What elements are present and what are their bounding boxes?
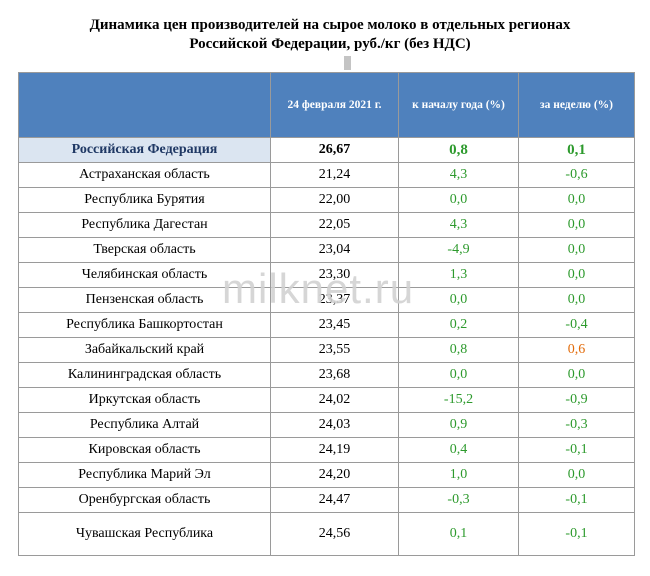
region-cell: Астраханская область bbox=[18, 162, 271, 188]
header-price: 24 февраля 2021 г. bbox=[270, 72, 399, 138]
table-row: Забайкальский край 23,55 0,8 0,6 bbox=[18, 337, 635, 363]
region-cell: Иркутская область bbox=[18, 387, 271, 413]
region-cell: Республика Дагестан bbox=[18, 212, 271, 238]
week-change-cell: -0,9 bbox=[518, 387, 635, 413]
table-row: Республика Алтай 24,03 0,9 -0,3 bbox=[18, 412, 635, 438]
table-row: Российская Федерация 26,67 0,8 0,1 bbox=[18, 137, 635, 163]
week-change-cell: 0,0 bbox=[518, 462, 635, 488]
week-change-cell: -0,4 bbox=[518, 312, 635, 338]
table-row: Челябинская область 23,30 1,3 0,0 bbox=[18, 262, 635, 288]
table-row: Республика Марий Эл 24,20 1,0 0,0 bbox=[18, 462, 635, 488]
price-cell: 23,68 bbox=[270, 362, 399, 388]
week-change-cell: -0,1 bbox=[518, 487, 635, 513]
region-cell: Чувашская Республика bbox=[18, 512, 271, 556]
region-cell: Республика Башкортостан bbox=[18, 312, 271, 338]
price-cell: 21,24 bbox=[270, 162, 399, 188]
ytd-change-cell: 1,0 bbox=[398, 462, 519, 488]
ytd-change-cell: 0,9 bbox=[398, 412, 519, 438]
table-row: Республика Башкортостан 23,45 0,2 -0,4 bbox=[18, 312, 635, 338]
region-cell: Калининградская область bbox=[18, 362, 271, 388]
week-change-cell: 0,1 bbox=[518, 137, 635, 163]
price-cell: 23,55 bbox=[270, 337, 399, 363]
week-change-cell: -0,6 bbox=[518, 162, 635, 188]
ytd-change-cell: -15,2 bbox=[398, 387, 519, 413]
header-week: за неделю (%) bbox=[518, 72, 635, 138]
table-row: Чувашская Республика 24,56 0,1 -0,1 bbox=[18, 512, 635, 556]
table-row: Республика Бурятия 22,00 0,0 0,0 bbox=[18, 187, 635, 213]
price-cell: 23,45 bbox=[270, 312, 399, 338]
week-change-cell: 0,0 bbox=[518, 212, 635, 238]
header-row: 24 февраля 2021 г. к началу года (%) за … bbox=[18, 72, 635, 138]
ytd-change-cell: 0,4 bbox=[398, 437, 519, 463]
price-cell: 24,19 bbox=[270, 437, 399, 463]
table-row: Оренбургская область 24,47 -0,3 -0,1 bbox=[18, 487, 635, 513]
region-cell: Республика Марий Эл bbox=[18, 462, 271, 488]
region-cell: Кировская область bbox=[18, 437, 271, 463]
table-row: Пензенская область 23,37 0,0 0,0 bbox=[18, 287, 635, 313]
price-cell: 22,05 bbox=[270, 212, 399, 238]
ytd-change-cell: 4,3 bbox=[398, 162, 519, 188]
region-cell: Забайкальский край bbox=[18, 337, 271, 363]
region-cell: Российская Федерация bbox=[18, 137, 271, 163]
week-change-cell: -0,3 bbox=[518, 412, 635, 438]
title-line-2: Российской Федерации, руб./кг (без НДС) bbox=[189, 36, 471, 52]
week-change-cell: 0,0 bbox=[518, 237, 635, 263]
region-cell: Оренбургская область bbox=[18, 487, 271, 513]
price-cell: 23,37 bbox=[270, 287, 399, 313]
price-cell: 23,04 bbox=[270, 237, 399, 263]
week-change-cell: 0,0 bbox=[518, 187, 635, 213]
week-change-cell: 0,0 bbox=[518, 262, 635, 288]
price-cell: 24,02 bbox=[270, 387, 399, 413]
table-row: Республика Дагестан 22,05 4,3 0,0 bbox=[18, 212, 635, 238]
week-change-cell: 0,0 bbox=[518, 287, 635, 313]
week-change-cell: -0,1 bbox=[518, 437, 635, 463]
price-cell: 26,67 bbox=[270, 137, 399, 163]
region-cell: Тверская область bbox=[18, 237, 271, 263]
price-cell: 24,03 bbox=[270, 412, 399, 438]
title-line-1: Динамика цен производителей на сырое мол… bbox=[89, 17, 571, 33]
week-change-cell: 0,0 bbox=[518, 362, 635, 388]
region-cell: Челябинская область bbox=[18, 262, 271, 288]
price-cell: 24,56 bbox=[270, 512, 399, 556]
week-change-cell: 0,6 bbox=[518, 337, 635, 363]
price-cell: 24,47 bbox=[270, 487, 399, 513]
table-row: Тверская область 23,04 -4,9 0,0 bbox=[18, 237, 635, 263]
ytd-change-cell: 0,0 bbox=[398, 187, 519, 213]
region-cell: Республика Бурятия bbox=[18, 187, 271, 213]
ytd-change-cell: 4,3 bbox=[398, 212, 519, 238]
table-row: Кировская область 24,19 0,4 -0,1 bbox=[18, 437, 635, 463]
header-ytd: к началу года (%) bbox=[398, 72, 519, 138]
ytd-change-cell: -4,9 bbox=[398, 237, 519, 263]
week-change-cell: -0,1 bbox=[518, 512, 635, 556]
header-region bbox=[18, 72, 271, 138]
region-cell: Республика Алтай bbox=[18, 412, 271, 438]
ytd-change-cell: 1,3 bbox=[398, 262, 519, 288]
ytd-change-cell: 0,8 bbox=[398, 337, 519, 363]
table-row: Иркутская область 24,02 -15,2 -0,9 bbox=[18, 387, 635, 413]
price-cell: 22,00 bbox=[270, 187, 399, 213]
ytd-change-cell: 0,0 bbox=[398, 362, 519, 388]
price-cell: 24,20 bbox=[270, 462, 399, 488]
ytd-change-cell: 0,8 bbox=[398, 137, 519, 163]
price-cell: 23,30 bbox=[270, 262, 399, 288]
text-cursor-mark bbox=[344, 56, 351, 70]
table-row: Астраханская область 21,24 4,3 -0,6 bbox=[18, 162, 635, 188]
table-row: Калининградская область 23,68 0,0 0,0 bbox=[18, 362, 635, 388]
table-title: Динамика цен производителей на сырое мол… bbox=[40, 16, 620, 54]
region-cell: Пензенская область bbox=[18, 287, 271, 313]
ytd-change-cell: 0,2 bbox=[398, 312, 519, 338]
price-table: 24 февраля 2021 г. к началу года (%) за … bbox=[18, 72, 635, 556]
ytd-change-cell: 0,1 bbox=[398, 512, 519, 556]
ytd-change-cell: 0,0 bbox=[398, 287, 519, 313]
ytd-change-cell: -0,3 bbox=[398, 487, 519, 513]
